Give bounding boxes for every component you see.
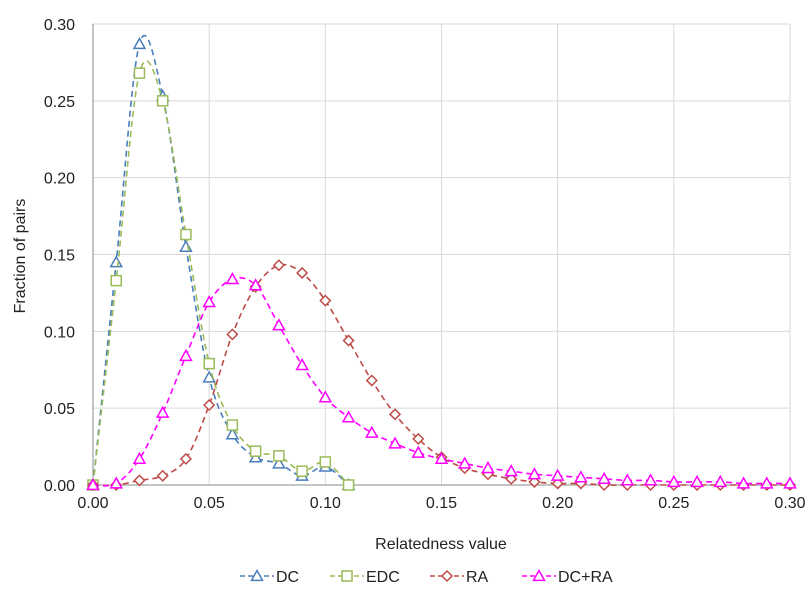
data-point-dc-ra: [667, 474, 681, 488]
legend-label-dc: DC: [276, 569, 299, 586]
legend-label-dc-ra: DC+RA: [558, 569, 613, 586]
data-point-dc-ra: [620, 473, 635, 486]
data-point-ra: [365, 374, 378, 387]
series-line-edc: [92, 60, 350, 486]
data-point-ra: [505, 472, 518, 485]
y-tick-label: 0.20: [44, 171, 75, 188]
data-point-dc-ra: [574, 470, 588, 483]
data-point-dc-ra: [481, 461, 495, 474]
data-point-dc-ra: [457, 456, 472, 469]
series-dc-ra: [86, 272, 797, 491]
legend-item-edc: EDC: [330, 569, 400, 586]
data-point-dc-ra: [179, 348, 193, 362]
x-tick-label: 0.30: [774, 495, 805, 512]
data-point-dc-ra: [202, 295, 216, 308]
data-point-edc: [203, 357, 215, 370]
y-tick-label: 0.05: [44, 401, 75, 418]
data-point-edc: [226, 419, 239, 431]
data-point-edc: [156, 95, 169, 107]
data-point-ra: [319, 294, 332, 307]
legend-marker-ra: [440, 569, 454, 583]
data-point-ra: [179, 452, 192, 465]
data-point-dc: [225, 427, 240, 440]
data-point-edc: [133, 67, 146, 79]
x-tick-label: 0.20: [542, 495, 573, 512]
data-series: [86, 34, 797, 492]
data-point-dc-ra: [597, 471, 611, 485]
data-point-ra: [388, 408, 402, 421]
data-point-ra: [528, 475, 541, 488]
x-tick-label: 0.10: [310, 495, 341, 512]
data-point-dc-ra: [759, 476, 774, 489]
x-tick-label: 0.15: [426, 495, 457, 512]
data-point-ra: [551, 477, 564, 490]
data-point-edc: [319, 456, 332, 468]
legend-label-edc: EDC: [366, 569, 400, 586]
data-point-dc-ra: [550, 468, 565, 481]
data-point-ra: [342, 334, 355, 347]
y-tick-label: 0.25: [44, 94, 75, 111]
legend: DC EDC RA DC+RA: [240, 568, 613, 586]
data-point-edc: [296, 465, 308, 477]
data-point-dc-ra: [434, 451, 449, 465]
data-point-dc-ra: [272, 318, 286, 331]
data-point-dc-ra: [86, 477, 100, 491]
data-point-dc: [272, 456, 286, 469]
data-point-dc-ra: [365, 425, 379, 438]
data-point-dc-ra: [155, 405, 170, 418]
data-point-dc-ra: [341, 410, 356, 423]
data-point-ra: [272, 259, 285, 272]
legend-marker-dc-ra: [532, 568, 546, 582]
legend-item-dc-ra: DC+RA: [522, 568, 613, 586]
data-point-edc: [180, 228, 192, 241]
data-point-dc-ra: [295, 358, 309, 371]
data-point-dc-ra: [736, 476, 751, 489]
legend-item-ra: RA: [430, 569, 489, 586]
data-point-dc-ra: [411, 445, 426, 458]
y-tick-label: 0.15: [44, 248, 75, 265]
legend-label-ra: RA: [466, 569, 489, 586]
x-tick-label: 0.00: [77, 495, 108, 512]
data-point-dc-ra: [225, 272, 240, 285]
data-point-ra: [156, 469, 169, 482]
data-point-ra: [296, 266, 309, 280]
data-point-ra: [226, 328, 239, 341]
data-point-dc-ra: [109, 476, 124, 489]
data-point-dc-ra: [527, 467, 542, 480]
data-point-dc-ra: [318, 390, 333, 403]
data-point-dc-ra: [643, 473, 658, 486]
tick-labels: 0.00 0.05 0.10 0.15 0.20 0.25 0.30 0.00 0.05 0.10…: [44, 17, 806, 512]
data-point-dc-ra: [248, 278, 263, 291]
legend-item-dc: DC: [240, 568, 299, 586]
data-point-edc: [110, 274, 122, 287]
data-point-ra: [133, 474, 146, 487]
y-tick-label: 0.00: [44, 478, 75, 495]
data-point-edc: [273, 450, 285, 462]
y-tick-label: 0.30: [44, 17, 75, 34]
data-point-dc-ra: [783, 476, 797, 489]
legend-marker-dc: [250, 568, 264, 582]
legend-marker-edc: [341, 570, 353, 582]
data-point-ra: [412, 432, 425, 445]
y-tick-label: 0.10: [44, 324, 75, 341]
y-axis-title: Fraction of pairs: [12, 199, 29, 314]
data-point-dc-ra: [690, 474, 704, 488]
data-point-edc: [342, 479, 355, 491]
data-point-ra: [203, 399, 216, 412]
data-point-dc-ra: [504, 464, 518, 477]
data-point-dc-ra: [388, 436, 402, 449]
data-point-edc: [249, 445, 262, 457]
x-tick-label: 0.25: [658, 495, 689, 512]
x-axis-title: Relatedness value: [375, 536, 507, 553]
data-point-dc: [132, 36, 147, 50]
data-point-dc-ra: [713, 474, 728, 488]
data-point-dc-ra: [132, 451, 147, 465]
x-tick-label: 0.05: [194, 495, 225, 512]
